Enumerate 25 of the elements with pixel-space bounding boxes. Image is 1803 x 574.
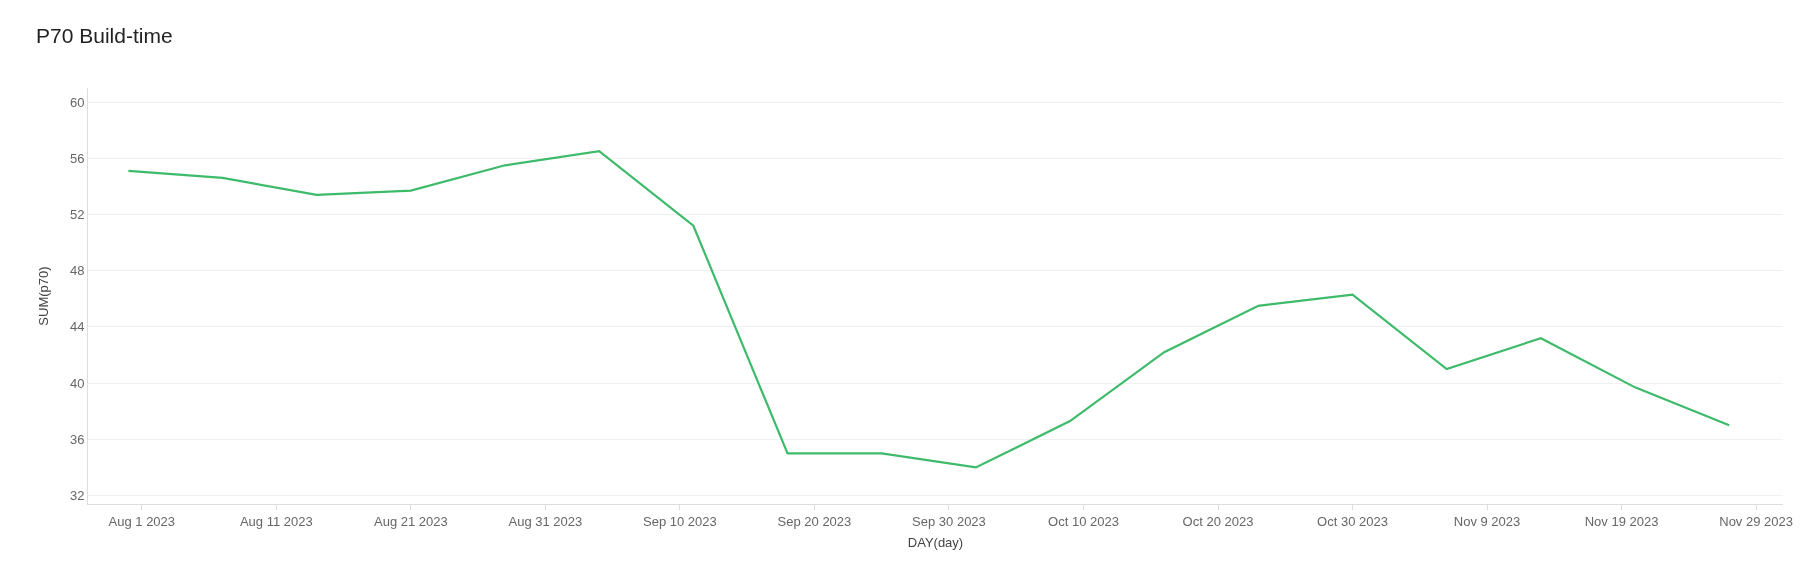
line-series xyxy=(127,150,1731,469)
chart-title: P70 Build-time xyxy=(36,24,173,48)
y-tick-label: 60 xyxy=(69,94,85,110)
y-axis-title: SUM(p70) xyxy=(35,266,51,326)
y-tick-label: 56 xyxy=(69,150,85,166)
y-tick-label: 48 xyxy=(69,263,85,279)
x-tick-label: Aug 1 2023 xyxy=(108,513,176,529)
x-tick-label: Aug 31 2023 xyxy=(508,513,583,529)
x-axis-title: DAY(day) xyxy=(907,535,964,551)
y-tick-label: 40 xyxy=(69,375,85,391)
x-tick-label: Sep 10 2023 xyxy=(643,513,717,529)
x-tick-label: Aug 21 2023 xyxy=(373,513,448,529)
x-tick-label: Sep 20 2023 xyxy=(777,513,852,529)
x-tick-label: Nov 19 2023 xyxy=(1584,513,1659,529)
y-tick-label: 32 xyxy=(69,488,85,504)
x-tick-label: Nov 29 2023 xyxy=(1719,513,1793,529)
x-tick-label: Oct 20 2023 xyxy=(1182,513,1254,529)
x-tick-label: Aug 11 2023 xyxy=(239,513,313,529)
x-tick-label: Oct 10 2023 xyxy=(1048,513,1119,529)
y-tick-label: 36 xyxy=(69,431,85,447)
x-tick-label: Sep 30 2023 xyxy=(912,513,986,529)
y-tick-label: 52 xyxy=(69,207,85,223)
y-tick-label: 44 xyxy=(69,319,85,335)
x-tick-label: Nov 9 2023 xyxy=(1453,513,1521,529)
x-tick-label: Oct 30 2023 xyxy=(1317,513,1388,529)
